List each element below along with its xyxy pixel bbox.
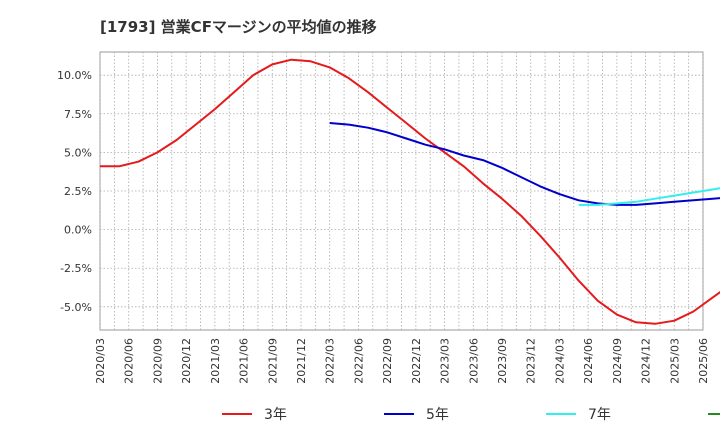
x-tick-label: 2021/06 [238,338,251,384]
y-tick-label: -5.0% [60,301,92,314]
legend-label: 5年 [426,407,449,423]
x-tick-label: 2024/03 [553,338,566,384]
legend-label: 3年 [264,407,287,423]
x-tick-label: 2024/12 [640,338,653,384]
chart-title: [1793] 営業CFマージンの平均値の推移 [100,18,377,36]
series-line [329,122,720,206]
x-tick-label: 2022/06 [352,338,365,384]
y-axis: 10.0% 7.5% 5.0% 2.5% 0.0% -2.5% -5.0% [57,69,92,314]
y-tick-label: 5.0% [64,146,92,159]
series-line [100,58,720,325]
x-tick-label: 2023/12 [525,338,538,384]
x-tick-label: 2023/03 [439,338,452,384]
x-tick-label: 2023/09 [496,338,509,384]
x-tick-label: 2021/09 [266,338,279,384]
x-tick-label: 2023/06 [467,338,480,384]
x-tick-label: 2020/12 [180,338,193,384]
x-tick-label: 2020/03 [94,338,107,384]
grid [99,52,704,330]
legend-label: 7年 [588,407,611,423]
y-tick-label: 10.0% [57,69,92,82]
y-tick-label: 0.0% [64,224,92,237]
x-tick-label: 2024/09 [611,338,624,384]
y-tick-label: -2.5% [60,262,92,275]
x-tick-label: 2024/06 [582,338,595,384]
x-axis: 2020/03 2020/06 2020/09 2020/12 2021/03 2021/… [94,338,710,384]
x-tick-label: 2020/06 [123,338,136,384]
series-line [578,187,720,206]
x-tick-label: 2022/09 [381,338,394,384]
x-tick-label: 2020/09 [151,338,164,384]
y-tick-label: 2.5% [64,185,92,198]
x-tick-label: 2022/12 [410,338,423,384]
y-tick-label: 7.5% [64,108,92,121]
x-tick-label: 2025/03 [668,338,681,384]
series-lines [100,58,720,325]
x-tick-label: 2021/12 [295,338,308,384]
x-tick-label: 2021/03 [209,338,222,384]
x-tick-label: 2022/03 [324,338,337,384]
legend: 3年5年7年10年 [222,407,720,423]
x-tick-label: 2025/06 [697,338,710,384]
